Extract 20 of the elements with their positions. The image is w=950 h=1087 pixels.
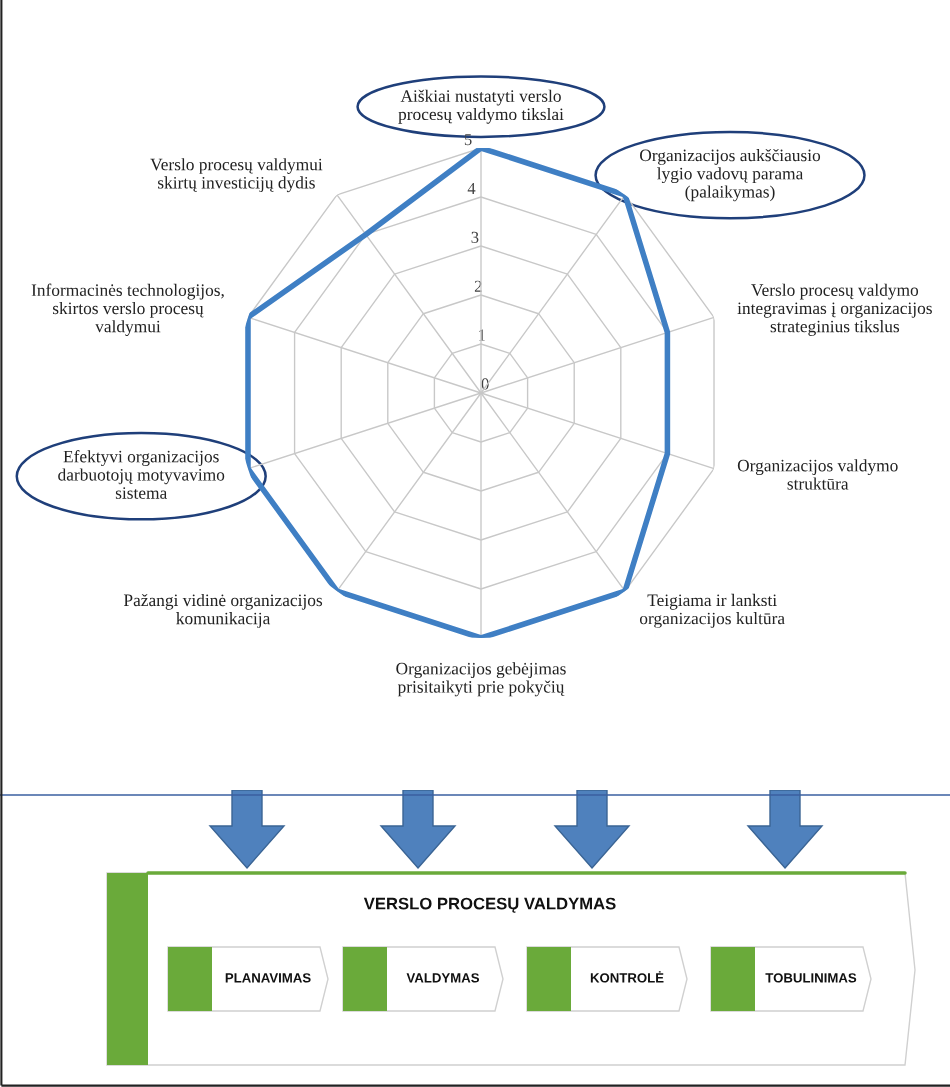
spoke-label: Teigiama ir lanksti organizacijos kultūra xyxy=(639,593,785,628)
spoke-label: Organizacijos gebėjimas prisitaikyti prie pokyčių xyxy=(396,662,566,697)
y-tick-label: 0 xyxy=(481,378,489,390)
y-tick-label: 3 xyxy=(471,231,479,243)
spoke-label: Pažangi vidinė organizacijos komunikacija xyxy=(123,593,323,628)
text: VALDYMAS xyxy=(406,973,480,983)
spoke-label: Verslo procesų valdymui skirtų investicijų dydis xyxy=(150,158,323,193)
y-tick-label: 1 xyxy=(479,329,485,341)
text: KONTROLĖ xyxy=(590,971,664,983)
text: PLANAVIMAS xyxy=(225,973,311,983)
spoke-label: Organizacijos aukščiausio lygio vadovų parama (palaikymas) xyxy=(640,149,821,202)
spoke-label: Efektyvi organizacijos darbuotojų motyvavimo sistema xyxy=(58,450,225,499)
spoke-label: Aiškiai nustatyti verslo procesų valdymo tikslai xyxy=(398,89,564,124)
text: TOBULINIMAS xyxy=(765,973,857,983)
spoke-label: Verslo procesų valdymo integravimas į organizacijos strateginius tikslus xyxy=(737,283,932,336)
spoke-label: Organizacijos valdymo struktūra xyxy=(737,459,898,490)
spoke-label: Informacinės technologijos, skirtos verslo procesų valdymui xyxy=(31,283,224,336)
y-tick-label: 2 xyxy=(474,280,482,292)
text: VERSLO PROCESŲ VALDYMAS xyxy=(363,897,616,913)
y-tick-label: 4 xyxy=(467,182,476,194)
